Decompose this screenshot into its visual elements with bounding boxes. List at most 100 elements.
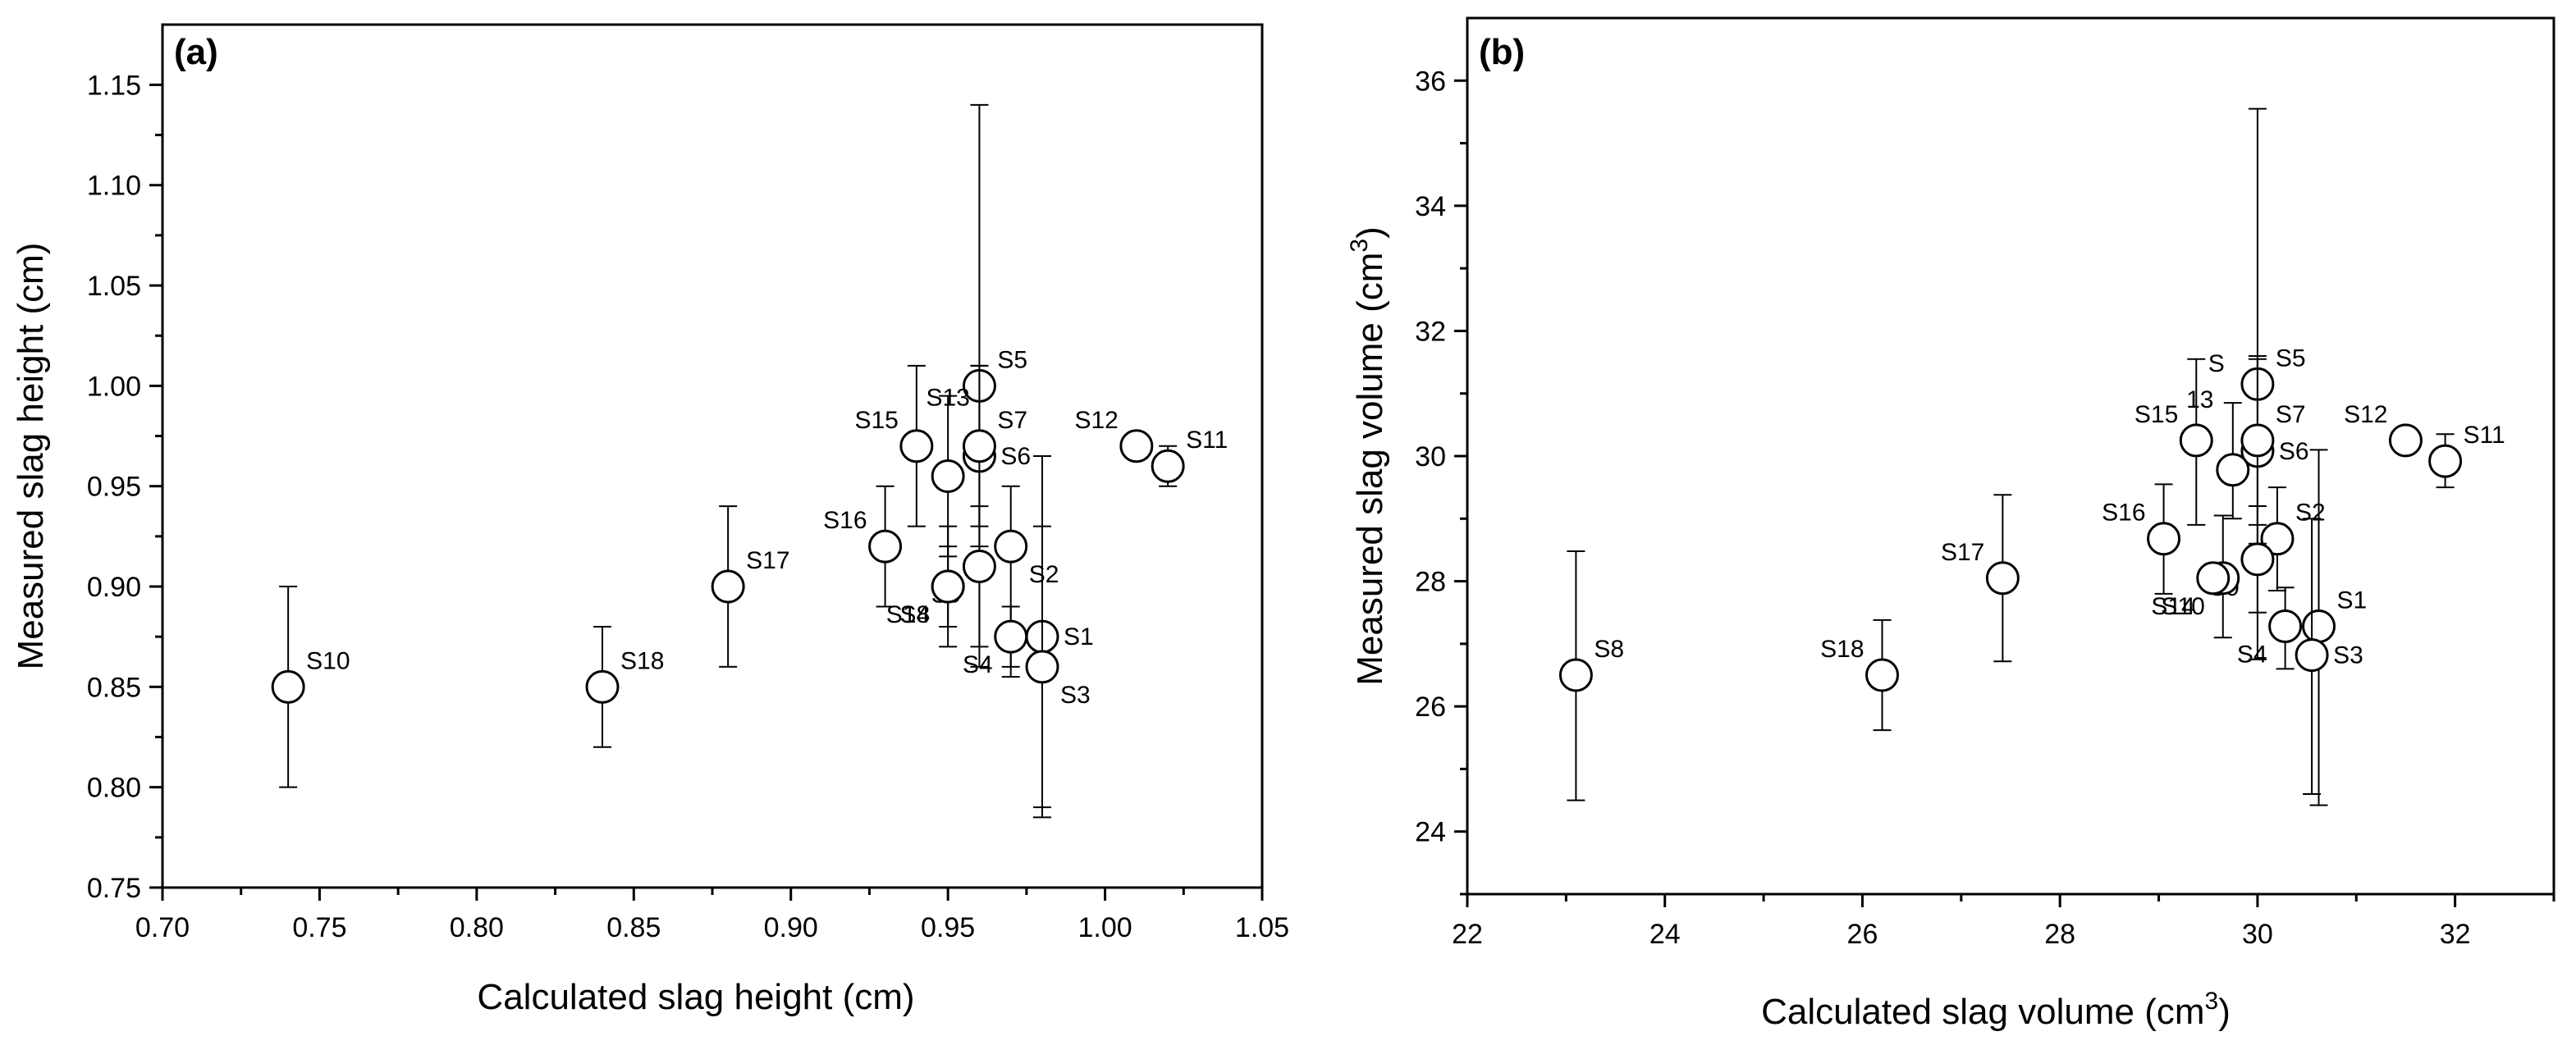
panel-a-label: (a)	[174, 32, 218, 72]
data-marker	[2295, 638, 2329, 673]
point-label: S	[2208, 350, 2225, 377]
panel-a-chart: (a) Calculated slag height (cm) Measured…	[11, 23, 1289, 1017]
y-tick-label: 32	[1415, 316, 1446, 347]
point-label: S13	[926, 384, 969, 411]
point-label: S18	[620, 647, 664, 674]
point-label: S16	[2102, 500, 2145, 527]
x-tick-label: 24	[1649, 919, 1681, 950]
panel-b-x-axis-title: Calculated slag volume (cm3)	[1761, 988, 2231, 1032]
point-label: S11	[2464, 422, 2505, 449]
y-tick-label: 0.80	[87, 773, 141, 804]
panel-b-y-axis-title-sup: 3	[1346, 239, 1373, 253]
panel-a-x-ticks: 0.70 0.75 0.80 0.85 0.90 0.95 1.00 1.05	[135, 888, 1289, 943]
data-point-s8: S8	[1558, 550, 1624, 801]
data-marker	[1151, 449, 1185, 483]
y-tick-label: 1.05	[87, 271, 141, 302]
x-tick-label: 26	[1847, 919, 1878, 950]
y-tick-label: 1.10	[87, 171, 141, 202]
point-label: S10	[2161, 593, 2204, 620]
data-point-s4: S4	[2237, 587, 2303, 670]
data-point-s14: S14	[2151, 561, 2231, 620]
data-marker	[962, 429, 996, 463]
data-marker	[2302, 609, 2336, 643]
point-label: S10	[306, 647, 350, 674]
x-tick-label: 32	[2440, 919, 2471, 950]
y-tick-label: 26	[1415, 692, 1446, 723]
y-tick-label: 1.15	[87, 70, 141, 101]
point-label: S3	[1060, 682, 1091, 709]
data-point-s5: S5	[2240, 107, 2306, 660]
point-label: S7	[2276, 401, 2306, 428]
data-marker	[2268, 609, 2303, 643]
panel-b-x-axis-title-end: )	[2218, 992, 2231, 1032]
data-marker	[2260, 522, 2295, 556]
point-label: S6	[1000, 443, 1031, 470]
panel-b-points: S1 S2 S3 S4 S5 S6 S7 S8 S9S10 S11 S12 S 13 S14 S15 S16 S…	[1558, 107, 2505, 806]
x-tick-label: 0.95	[921, 912, 975, 943]
panel-a-y-axis-title: Measured slag height (cm)	[11, 243, 51, 670]
point-label: S3	[2333, 642, 2363, 669]
data-point-s16: S16	[823, 485, 903, 608]
data-marker	[2179, 423, 2213, 458]
point-label: S15	[854, 407, 898, 434]
data-marker	[2216, 453, 2250, 487]
data-point-s3: S3	[2295, 518, 2363, 795]
data-marker	[585, 669, 620, 704]
data-point-s1: S1	[1025, 455, 1094, 819]
panel-a-points: S1S2S3S4S5S6S7S8S9S10S11S12S13S14S15S16S…	[271, 103, 1228, 819]
data-point-s13: S 13	[2186, 350, 2250, 520]
data-marker	[2240, 423, 2275, 458]
data-marker	[931, 569, 965, 604]
y-tick-label: 30	[1415, 441, 1446, 472]
x-tick-label: 28	[2044, 919, 2075, 950]
data-point-s14: S14	[886, 545, 965, 628]
x-tick-label: 0.80	[450, 912, 504, 943]
data-point-s15: S15	[2134, 358, 2213, 526]
data-point-s2: S2	[2260, 486, 2326, 592]
data-point-s7: S7	[962, 364, 1027, 527]
panel-b-y-axis-title-end: )	[1350, 226, 1390, 239]
x-tick-label: 30	[2242, 919, 2273, 950]
x-tick-label: 22	[1452, 919, 1483, 950]
data-point-s7: S7	[2240, 354, 2306, 526]
point-label: S14	[2151, 593, 2194, 620]
panel-b-y-ticks: 24 26 28 30 32 34 36	[1415, 66, 1467, 896]
data-point-s12: S12	[2344, 401, 2423, 458]
panel-b-chart: (b) Calculated slag volume (cm3) Measure…	[1346, 16, 2555, 1032]
data-marker	[2196, 561, 2231, 596]
y-tick-label: 0.95	[87, 472, 141, 503]
y-tick-label: 0.90	[87, 572, 141, 603]
data-marker	[994, 619, 1028, 654]
x-tick-label: 1.05	[1235, 912, 1289, 943]
data-point-s15: S15	[854, 364, 934, 527]
data-point-s17: S17	[1941, 494, 2020, 663]
point-label: S5	[997, 346, 1027, 373]
data-marker	[711, 569, 745, 604]
point-label-cont: 13	[2186, 386, 2213, 413]
point-label: S2	[2295, 500, 2326, 527]
panel-b-x-axis-title-sup: 3	[2205, 988, 2219, 1015]
y-tick-label: 0.75	[87, 873, 141, 904]
point-label: S6	[2279, 438, 2309, 465]
point-label: S8	[899, 601, 930, 628]
y-tick-label: 34	[1415, 191, 1446, 222]
point-label: S17	[1941, 539, 1984, 566]
data-point-s13: S13	[926, 384, 970, 558]
data-marker	[271, 669, 305, 704]
point-label: S1	[1064, 623, 1094, 650]
point-label: S8	[1594, 636, 1624, 663]
data-marker	[1119, 429, 1154, 463]
data-marker	[962, 550, 996, 584]
panel-a-y-ticks: 0.75 0.80 0.85 0.90 0.95 1.00 1.05 1.10 1.15	[87, 70, 162, 904]
point-label: S4	[963, 651, 993, 678]
y-tick-label: 24	[1415, 817, 1446, 848]
point-label: S4	[2237, 641, 2267, 668]
data-marker	[1985, 561, 2020, 596]
data-point-s4: S4	[963, 605, 1028, 678]
x-tick-label: 1.00	[1078, 912, 1132, 943]
data-point-s16: S16	[2102, 483, 2181, 595]
point-label: S7	[997, 407, 1027, 434]
data-marker	[931, 459, 965, 493]
y-tick-label: 36	[1415, 66, 1446, 97]
